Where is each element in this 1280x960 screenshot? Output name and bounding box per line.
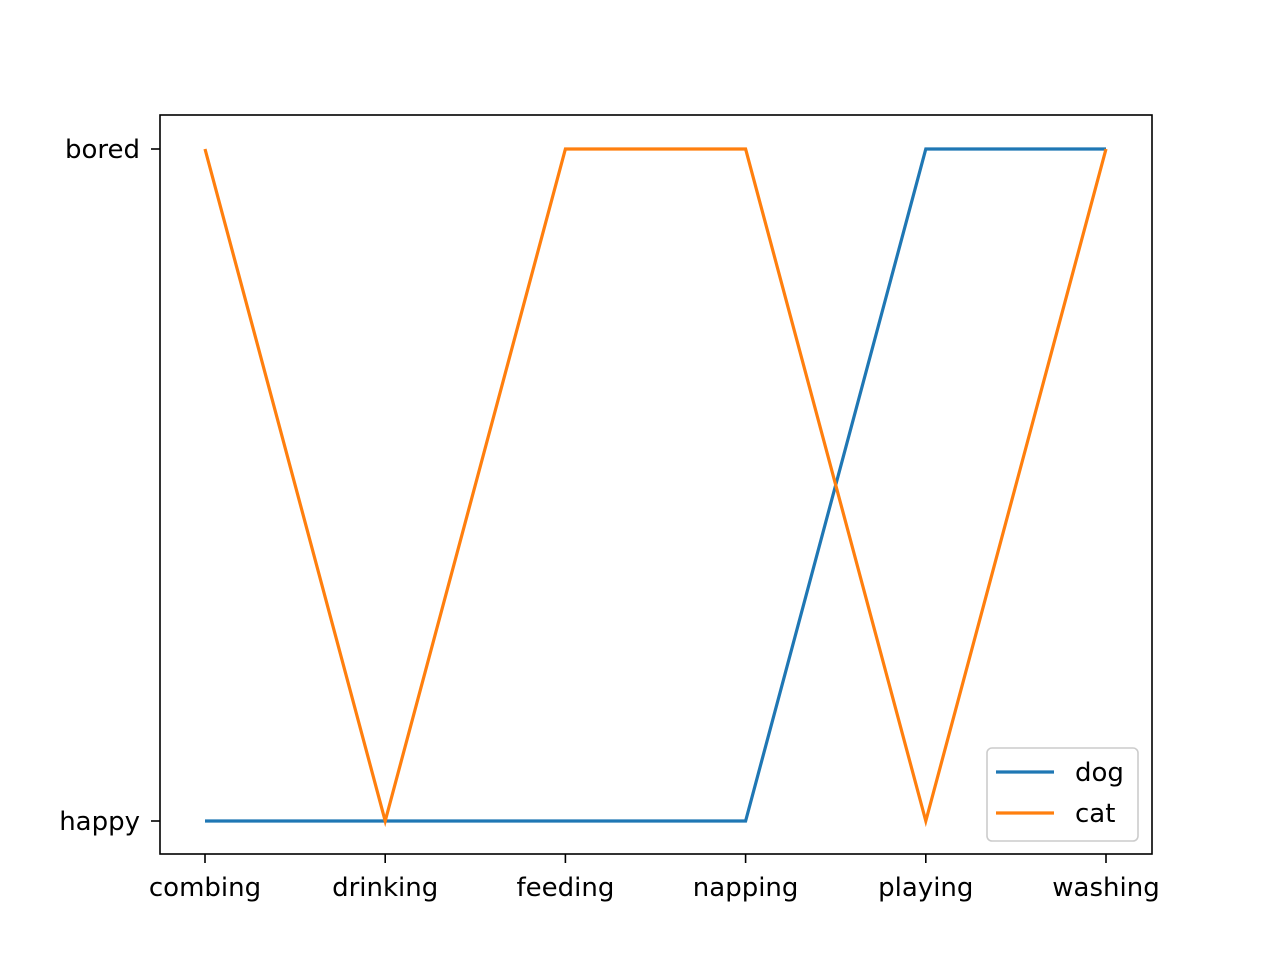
- y-tick-label: bored: [65, 135, 140, 165]
- x-tick-label: playing: [878, 873, 973, 903]
- x-tick-label: combing: [149, 873, 261, 903]
- x-tick-label: drinking: [332, 873, 438, 903]
- x-tick-label: feeding: [516, 873, 614, 903]
- y-tick-label: happy: [59, 807, 140, 837]
- legend-label-cat: cat: [1075, 799, 1115, 829]
- x-tick-label: washing: [1052, 873, 1159, 903]
- legend-label-dog: dog: [1075, 758, 1124, 788]
- x-tick-label: napping: [693, 873, 799, 903]
- legend: dog cat: [987, 748, 1138, 841]
